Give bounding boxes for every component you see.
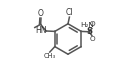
Text: HN: HN [35, 26, 46, 35]
Text: Cl: Cl [66, 8, 73, 17]
Text: H₂N: H₂N [80, 22, 94, 28]
Text: CH₃: CH₃ [44, 53, 56, 59]
Text: O: O [90, 22, 95, 28]
Text: S: S [86, 27, 92, 36]
Text: O: O [38, 9, 44, 18]
Text: O: O [90, 37, 95, 42]
